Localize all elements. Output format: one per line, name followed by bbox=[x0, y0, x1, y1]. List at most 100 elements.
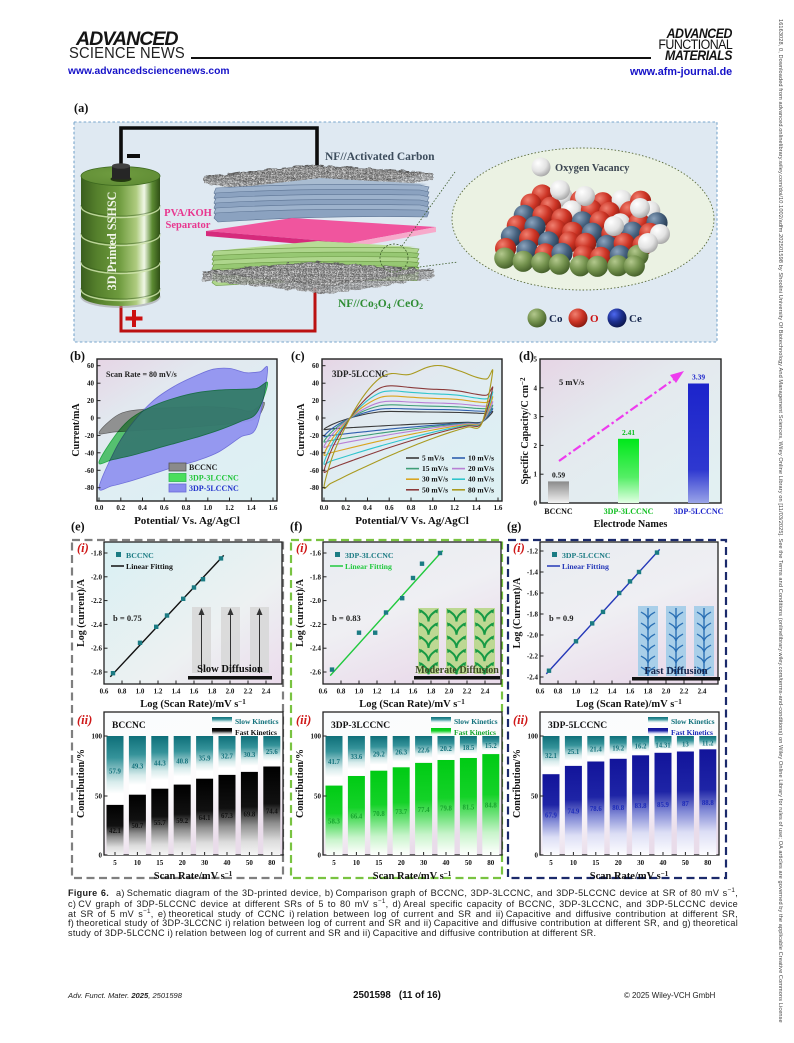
svg-text:2.0: 2.0 bbox=[226, 688, 235, 696]
svg-text:(ii): (ii) bbox=[77, 713, 92, 727]
svg-text:0.2: 0.2 bbox=[116, 504, 125, 512]
svg-text:-2.6: -2.6 bbox=[91, 645, 103, 653]
svg-text:15: 15 bbox=[156, 859, 164, 867]
svg-text:Scan Rate/mV s−1: Scan Rate/mV s−1 bbox=[154, 870, 233, 882]
svg-text:Oxygen Vacancy: Oxygen Vacancy bbox=[555, 163, 630, 174]
svg-text:80.8: 80.8 bbox=[612, 805, 624, 812]
svg-text:Scan Rate/mV s−1: Scan Rate/mV s−1 bbox=[373, 870, 452, 882]
svg-text:-20: -20 bbox=[85, 432, 95, 440]
svg-text:81.5: 81.5 bbox=[462, 805, 474, 812]
svg-text:Log (current)/A: Log (current)/A bbox=[76, 578, 87, 647]
svg-text:2.41: 2.41 bbox=[622, 428, 635, 437]
svg-text:5: 5 bbox=[549, 859, 553, 867]
svg-text:(a): (a) bbox=[74, 101, 88, 115]
svg-text:25.1: 25.1 bbox=[567, 749, 579, 756]
svg-text:40: 40 bbox=[312, 380, 320, 388]
svg-text:b = 0.83: b = 0.83 bbox=[332, 613, 361, 623]
svg-text:14.31: 14.31 bbox=[655, 742, 671, 749]
svg-text:40: 40 bbox=[660, 859, 668, 867]
svg-text:3DP-3LCCNC: 3DP-3LCCNC bbox=[345, 551, 394, 560]
svg-text:1.0: 1.0 bbox=[136, 688, 145, 696]
svg-text:50 mV/s: 50 mV/s bbox=[422, 485, 448, 494]
svg-text:Log (Current)/A: Log (Current)/A bbox=[512, 577, 523, 648]
svg-text:40 mV/s: 40 mV/s bbox=[468, 475, 494, 484]
svg-text:1.4: 1.4 bbox=[472, 504, 481, 512]
svg-text:50: 50 bbox=[246, 859, 254, 867]
svg-text:1: 1 bbox=[534, 471, 538, 479]
svg-text:Potential/V Vs. Ag/AgCl: Potential/V Vs. Ag/AgCl bbox=[355, 515, 469, 527]
svg-text:0.6: 0.6 bbox=[100, 688, 109, 696]
svg-text:Log (Scan Rate)/mV s−1: Log (Scan Rate)/mV s−1 bbox=[576, 698, 682, 710]
svg-text:20 mV/s: 20 mV/s bbox=[468, 464, 494, 473]
svg-text:0: 0 bbox=[535, 852, 539, 860]
svg-text:BCCNC: BCCNC bbox=[112, 721, 146, 731]
svg-text:0.8: 0.8 bbox=[554, 688, 563, 696]
svg-text:(f): (f) bbox=[290, 520, 302, 534]
svg-text:-2.0: -2.0 bbox=[91, 573, 103, 581]
svg-text:3DP-3LCCNC: 3DP-3LCCNC bbox=[331, 721, 390, 731]
svg-text:78.6: 78.6 bbox=[590, 806, 602, 813]
svg-text:5: 5 bbox=[332, 859, 336, 867]
svg-text:2.4: 2.4 bbox=[481, 688, 490, 696]
svg-text:1.4: 1.4 bbox=[391, 688, 400, 696]
svg-text:-2.0: -2.0 bbox=[527, 632, 539, 640]
svg-text:30: 30 bbox=[201, 859, 209, 867]
svg-text:16.2: 16.2 bbox=[635, 744, 647, 751]
svg-text:1.6: 1.6 bbox=[409, 688, 418, 696]
svg-text:2.0: 2.0 bbox=[445, 688, 454, 696]
svg-text:2.4: 2.4 bbox=[262, 688, 271, 696]
svg-text:0.6: 0.6 bbox=[160, 504, 169, 512]
svg-text:3DP-5LCCNC: 3DP-5LCCNC bbox=[674, 507, 724, 516]
svg-text:0.59: 0.59 bbox=[552, 470, 565, 479]
svg-text:64.1: 64.1 bbox=[199, 815, 211, 822]
svg-text:0.0: 0.0 bbox=[95, 504, 104, 512]
svg-text:Linear Fitting: Linear Fitting bbox=[345, 562, 392, 571]
svg-text:0: 0 bbox=[318, 852, 322, 860]
svg-text:-1.4: -1.4 bbox=[527, 569, 539, 577]
svg-text:3DP-5LCCNC: 3DP-5LCCNC bbox=[562, 551, 611, 560]
svg-text:(e): (e) bbox=[71, 520, 85, 534]
svg-text:32.1: 32.1 bbox=[545, 753, 557, 760]
svg-text:73.7: 73.7 bbox=[395, 809, 407, 816]
svg-text:3DP-3LCCNC: 3DP-3LCCNC bbox=[604, 507, 654, 516]
svg-text:(i): (i) bbox=[77, 541, 89, 555]
svg-text:-2.2: -2.2 bbox=[527, 653, 539, 661]
svg-text:40: 40 bbox=[87, 380, 95, 388]
svg-text:Current/mA: Current/mA bbox=[296, 403, 307, 457]
svg-text:67.9: 67.9 bbox=[545, 813, 557, 820]
svg-text:0.6: 0.6 bbox=[536, 688, 545, 696]
svg-text:21.4: 21.4 bbox=[590, 747, 602, 754]
svg-text:BCCNC: BCCNC bbox=[126, 551, 154, 560]
svg-text:0.8: 0.8 bbox=[118, 688, 127, 696]
svg-text:Current/mA: Current/mA bbox=[71, 403, 82, 457]
svg-text:Slow Kinetics: Slow Kinetics bbox=[671, 717, 715, 726]
svg-text:BCCNC: BCCNC bbox=[544, 507, 573, 516]
svg-text:26.3: 26.3 bbox=[395, 750, 407, 757]
svg-text:20: 20 bbox=[87, 397, 95, 405]
svg-text:-40: -40 bbox=[310, 449, 320, 457]
svg-text:3DP-5LCCNC: 3DP-5LCCNC bbox=[189, 484, 239, 493]
svg-text:-1.6: -1.6 bbox=[527, 590, 539, 598]
svg-text:19.2: 19.2 bbox=[612, 745, 624, 752]
svg-text:-1.8: -1.8 bbox=[91, 550, 103, 558]
svg-text:50.7: 50.7 bbox=[131, 823, 143, 830]
svg-text:Contribution/%: Contribution/% bbox=[295, 749, 306, 818]
svg-text:Contribution/%: Contribution/% bbox=[76, 749, 87, 818]
svg-text:Log (current)/A: Log (current)/A bbox=[295, 578, 306, 647]
svg-text:Slow Kinetics: Slow Kinetics bbox=[235, 717, 279, 726]
svg-text:80: 80 bbox=[268, 859, 276, 867]
svg-text:13: 13 bbox=[682, 742, 689, 749]
svg-text:O: O bbox=[590, 313, 599, 325]
svg-text:Slow Diffusion: Slow Diffusion bbox=[197, 664, 263, 675]
svg-text:0: 0 bbox=[99, 852, 103, 860]
svg-text:Log (Scan Rate)/mV s−1: Log (Scan Rate)/mV s−1 bbox=[140, 698, 246, 710]
svg-text:15: 15 bbox=[375, 859, 383, 867]
svg-text:80 mV/s: 80 mV/s bbox=[468, 485, 494, 494]
svg-text:-80: -80 bbox=[85, 484, 95, 492]
svg-text:2.0: 2.0 bbox=[662, 688, 671, 696]
svg-text:50: 50 bbox=[95, 793, 103, 801]
svg-text:1.2: 1.2 bbox=[154, 688, 163, 696]
svg-text:1.0: 1.0 bbox=[203, 504, 212, 512]
svg-text:60: 60 bbox=[312, 362, 320, 370]
svg-text:(ii): (ii) bbox=[513, 713, 528, 727]
